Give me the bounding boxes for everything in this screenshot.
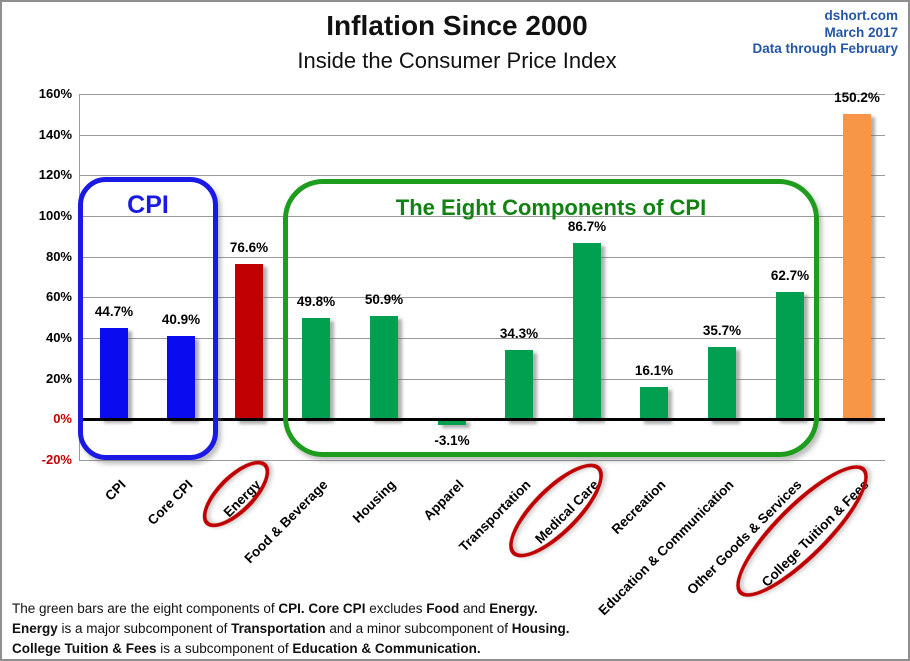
y-tick-100: 100% [38, 208, 72, 223]
zero-axis-line [79, 418, 885, 421]
footnote: The green bars are the eight components … [12, 599, 570, 659]
bar-college-tuition-fees [843, 114, 871, 420]
y-tick-60: 60% [45, 289, 72, 304]
y-tick-40: 40% [45, 330, 72, 345]
bar-transportation [505, 350, 533, 421]
y-tick-80: 80% [45, 249, 72, 264]
value-label-education-communication: 35.7% [702, 323, 742, 338]
gridline--20 [79, 460, 885, 461]
gridline-60 [79, 297, 885, 298]
components-group-label: The Eight Components of CPI [395, 195, 707, 220]
cpi-group-label: CPI [127, 191, 169, 219]
gridline-160 [79, 94, 885, 95]
bar-housing [370, 316, 398, 420]
bar-core-cpi [167, 336, 195, 420]
bar-apparel [438, 419, 466, 425]
source-site: dshort.com [824, 8, 898, 23]
chart-title: Inflation Since 2000 [326, 10, 588, 41]
value-label-core-cpi: 40.9% [161, 312, 201, 327]
bar-recreation [640, 387, 668, 421]
bar-medical-care [573, 243, 601, 420]
source-date: March 2017 [824, 24, 898, 40]
gridline-140 [79, 135, 885, 136]
bar-cpi [100, 328, 128, 420]
value-label-other-goods-services: 62.7% [770, 268, 810, 283]
y-tick-120: 120% [38, 167, 72, 182]
gridline-100 [79, 216, 885, 217]
value-label-transportation: 34.3% [499, 326, 539, 341]
value-label-energy: 76.6% [229, 240, 269, 255]
bar-energy [235, 264, 263, 421]
chart-subtitle: Inside the Consumer Price Index [297, 48, 617, 73]
y-tick-140: 140% [38, 127, 72, 142]
cpi-group-box [78, 177, 218, 460]
y-tick-0: 0% [53, 411, 72, 426]
footnote-line-1: The green bars are the eight components … [12, 601, 538, 616]
bar-education-communication [708, 347, 736, 421]
gridline-120 [79, 175, 885, 176]
value-label-college-tuition-fees: 150.2% [834, 90, 880, 105]
gridline-40 [79, 338, 885, 339]
value-label-cpi: 44.7% [94, 304, 134, 319]
components-group-box [283, 179, 819, 457]
footnote-line-2: Energy is a major subcomponent of Transp… [12, 621, 570, 636]
value-label-medical-care: 86.7% [567, 219, 607, 234]
value-label-housing: 50.9% [364, 292, 404, 307]
bar-food-beverage [302, 318, 330, 420]
source-block: dshort.com March 2017 Data through Febru… [752, 8, 898, 58]
y-tick--20: -20% [41, 452, 72, 467]
gridline-20 [79, 379, 885, 380]
gridline-80 [79, 257, 885, 258]
footnote-line-3: College Tuition & Fees is a subcomponent… [12, 641, 481, 656]
value-label-food-beverage: 49.8% [296, 294, 336, 309]
source-data-through: Data through February [752, 41, 898, 56]
y-tick-20: 20% [45, 371, 72, 386]
value-label-recreation: 16.1% [634, 363, 674, 378]
y-tick-160: 160% [38, 86, 72, 101]
value-label-apparel: -3.1% [434, 433, 470, 448]
bar-other-goods-services [776, 292, 804, 420]
